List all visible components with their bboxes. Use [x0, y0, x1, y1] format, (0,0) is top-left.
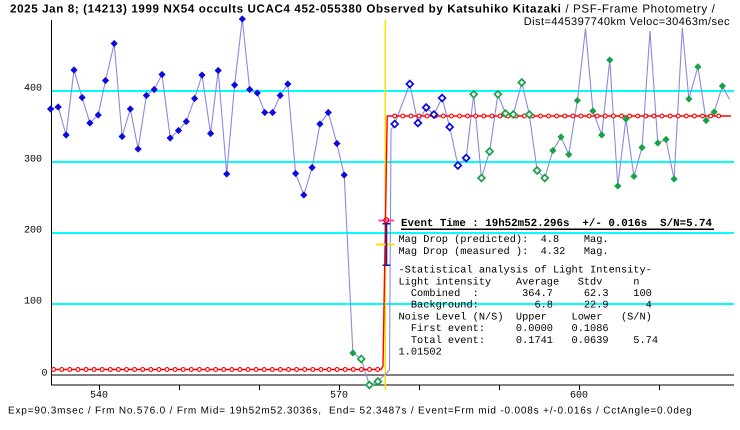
svg-text:Total event: 0.1741 0.06: Total event: 0.1741 0.0639 5.74 [399, 335, 659, 347]
svg-text:Noise Level (N/S) Upper Lo: Noise Level (N/S) Upper Lower (S/N) [399, 311, 652, 323]
svg-text:Exp=90.3msec / Frm No.576.0 /: Exp=90.3msec / Frm No.576.0 / Frm Mid= 1… [8, 406, 693, 417]
svg-text:1.01502: 1.01502 [399, 347, 442, 359]
svg-text:0: 0 [41, 369, 47, 380]
svg-text:-Statistical analysis of Light: -Statistical analysis of Light Intensity… [399, 265, 652, 277]
svg-text:540: 540 [90, 391, 108, 402]
svg-text:300: 300 [24, 155, 42, 166]
svg-text:Mag Drop (measured ): 4.32: Mag Drop (measured ): 4.32 Mag. [399, 246, 609, 258]
svg-text:Combined : 364.7 62: Combined : 364.7 62.3 100 [399, 288, 652, 300]
svg-text:Dist=445397740km Veloc=30463m/: Dist=445397740km Veloc=30463m/sec [524, 16, 730, 28]
svg-text:Light intensity Average S: Light intensity Average Stdv n [399, 276, 640, 288]
svg-text:570: 570 [330, 391, 348, 402]
svg-text:100: 100 [24, 297, 42, 308]
svg-text:First event: 0.0000 0.10: First event: 0.0000 0.1086 [399, 323, 609, 335]
svg-text:400: 400 [24, 84, 42, 95]
svg-text:Mag Drop (predicted): 4.8: Mag Drop (predicted): 4.8 Mag. [399, 234, 609, 246]
svg-text:2025 Jan 8; (14213) 1999 NX54: 2025 Jan 8; (14213) 1999 NX54 occults UC… [10, 3, 716, 16]
svg-text:600: 600 [570, 391, 588, 402]
svg-text:200: 200 [24, 226, 42, 237]
svg-text:Event Time : 19h52m52.296s +/: Event Time : 19h52m52.296s +/- 0.016s S/… [401, 218, 713, 230]
svg-text:Background: 6.8 22: Background: 6.8 22.9 4 [399, 300, 652, 312]
